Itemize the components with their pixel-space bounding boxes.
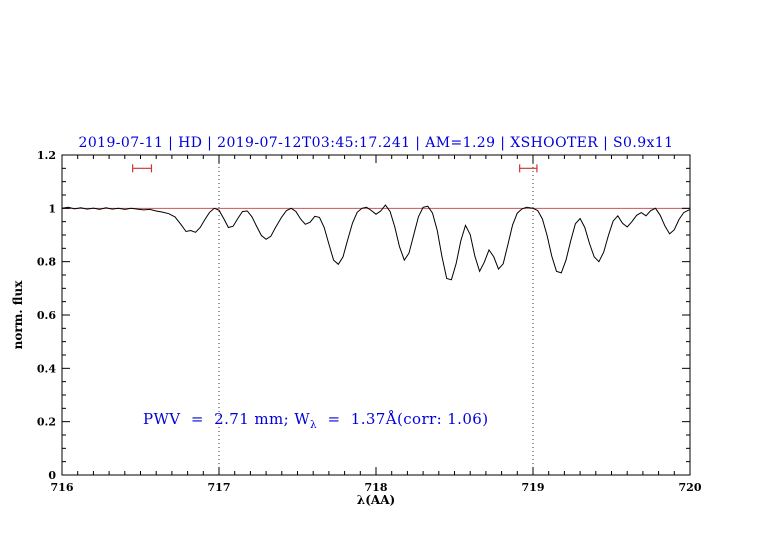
pwv-annotation-suffix: = 1.37Å(corr: 1.06): [317, 410, 489, 428]
y-axis-label: norm. flux: [11, 280, 25, 350]
pwv-annotation-subscript: λ: [310, 419, 318, 431]
y-tick-label: 1: [48, 202, 56, 215]
x-tick-label: 716: [51, 481, 74, 494]
x-tick-label: 719: [522, 481, 545, 494]
y-tick-label: 1.2: [37, 149, 56, 162]
x-tick-label: 717: [208, 481, 231, 494]
y-tick-label: 0: [48, 469, 56, 482]
spectrum-line: [61, 204, 691, 281]
pwv-annotation: PWV = 2.71 mm; Wλ = 1.37Å(corr: 1.06): [143, 410, 488, 431]
x-tick-label: 720: [679, 481, 702, 494]
plot-title: 2019-07-11 | HD | 2019-07-12T03:45:17.24…: [78, 135, 674, 151]
y-tick-label: 0.8: [37, 256, 56, 269]
y-tick-label: 0.6: [37, 309, 56, 322]
x-axis-label: λ(AA): [356, 493, 396, 507]
x-tick-label: 718: [365, 481, 388, 494]
y-tick-label: 0.4: [37, 362, 56, 375]
y-tick-label: 0.2: [37, 416, 56, 429]
pwv-annotation-prefix: PWV = 2.71 mm; W: [143, 410, 311, 428]
